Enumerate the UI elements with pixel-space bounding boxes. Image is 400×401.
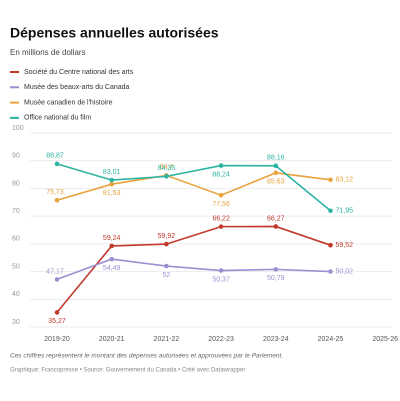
x-tick-label: 2019-20 <box>44 336 70 343</box>
data-label: 35,27 <box>48 318 66 325</box>
chart-subtitle: En millions de dollars <box>10 48 86 57</box>
legend-label: Musée des beaux-arts du Canada <box>24 84 130 91</box>
data-point <box>218 192 224 198</box>
data-point <box>109 256 114 262</box>
data-point <box>328 208 333 214</box>
series-line <box>56 225 331 313</box>
y-tick-label: 60 <box>12 236 20 243</box>
data-label: 84,35 <box>158 165 176 172</box>
data-label: 84,7 <box>160 164 174 171</box>
data-point <box>54 310 60 315</box>
y-tick-label: 50 <box>12 263 20 270</box>
x-tick-label: 2020-21 <box>99 336 125 343</box>
data-point <box>54 277 60 282</box>
data-point <box>164 263 169 269</box>
data-point <box>273 170 279 176</box>
data-label: 47,17 <box>46 268 64 275</box>
chart-title: Dépenses annuelles autorisées <box>10 25 219 41</box>
data-label: 50,79 <box>267 275 285 282</box>
x-tick-label: 2023-24 <box>263 336 289 343</box>
data-label: 88,24 <box>212 171 230 178</box>
y-tick-label: 90 <box>12 153 20 160</box>
data-label: 66,22 <box>212 215 230 222</box>
data-label: 83,01 <box>103 169 121 176</box>
data-point <box>218 163 224 168</box>
data-label: 88,16 <box>267 155 285 162</box>
series-line <box>56 163 332 212</box>
source: Graphique: Francopresse • Source: Gouver… <box>10 368 245 374</box>
data-point <box>218 224 224 229</box>
data-point <box>109 181 114 187</box>
data-point <box>328 242 333 248</box>
data-label: 83,12 <box>336 177 354 184</box>
data-label: 50,02 <box>336 268 354 275</box>
series-line <box>56 258 331 281</box>
data-point <box>54 197 60 203</box>
x-tick-label: 2022-23 <box>208 336 234 343</box>
note: Ces chiffres représentent le montant des… <box>10 353 283 360</box>
data-point <box>54 161 60 167</box>
legend-label: Société du Centre national des arts <box>24 69 134 76</box>
data-point <box>273 267 279 272</box>
data-point <box>164 241 169 247</box>
y-tick-label: 100 <box>12 125 24 132</box>
y-tick-label: 80 <box>12 180 20 187</box>
data-label: 71,95 <box>336 208 354 215</box>
legend-label: Musée canadien de l'histoire <box>24 99 113 106</box>
data-point <box>218 268 224 273</box>
data-label: 81,53 <box>103 190 121 197</box>
data-point <box>328 269 333 274</box>
data-label: 50,37 <box>212 276 230 283</box>
data-label: 52 <box>163 272 171 279</box>
y-tick-label: 30 <box>12 319 20 326</box>
data-label: 88,87 <box>46 153 64 160</box>
data-point <box>109 243 114 249</box>
legend-label: Office national du film <box>24 115 91 122</box>
data-label: 59,24 <box>103 235 121 242</box>
data-label: 75,73 <box>46 189 64 196</box>
data-point <box>273 163 279 169</box>
data-label: 59,92 <box>158 233 176 240</box>
data-label: 66,27 <box>267 215 285 222</box>
y-tick-label: 40 <box>12 291 20 298</box>
data-label: 85,63 <box>267 179 285 186</box>
data-label: 54,49 <box>103 265 121 272</box>
x-tick-label: 2025-26 <box>372 336 398 343</box>
data-label: 77,56 <box>212 201 230 208</box>
y-tick-label: 70 <box>12 208 20 215</box>
data-point <box>109 177 114 183</box>
data-point <box>328 177 333 183</box>
x-tick-label: 2021-22 <box>154 336 180 343</box>
x-tick-label: 2024-25 <box>318 336 344 343</box>
data-label: 59,52 <box>336 242 354 249</box>
data-point <box>273 224 279 229</box>
data-point <box>164 174 169 179</box>
